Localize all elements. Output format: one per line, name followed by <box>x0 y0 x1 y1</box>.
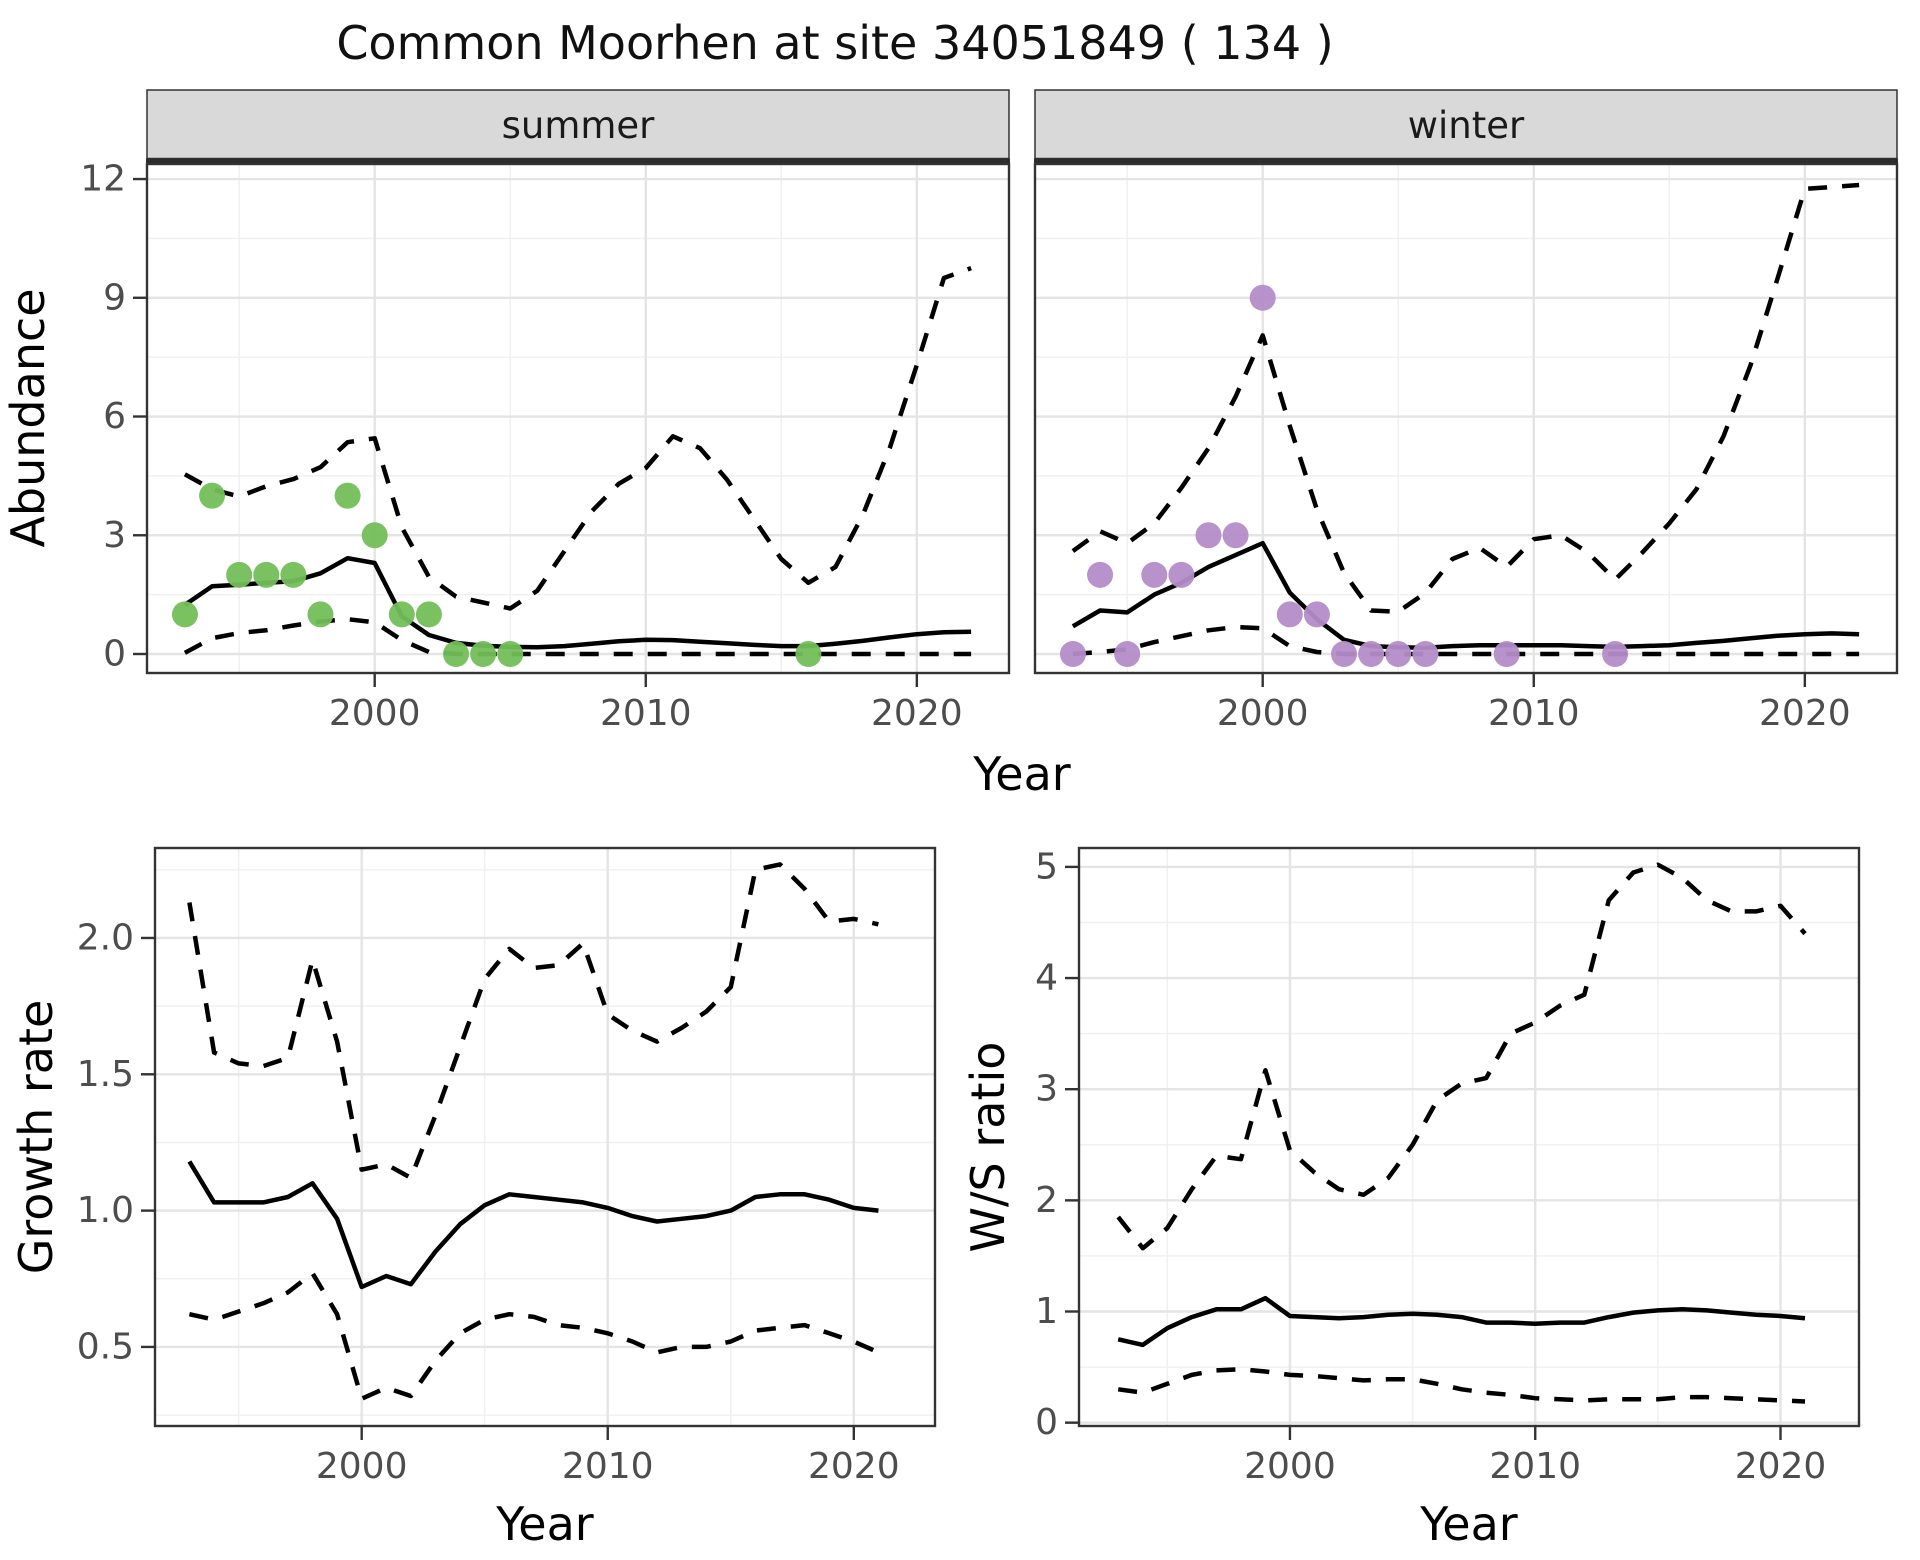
abundance_summer-median-line <box>183 555 972 650</box>
growth_rate-x-axis-title: Year <box>495 1497 593 1551</box>
facet-strip-underline <box>146 158 1010 165</box>
y-tick-label: 2 <box>1035 1180 1058 1221</box>
growth_rate-lower_ci-line <box>188 1271 880 1401</box>
abundance_summer-observation-point <box>443 641 470 668</box>
abundance_summer-strip: summer <box>146 89 1010 165</box>
abundance_summer-upper_ci-line <box>183 265 972 611</box>
y-tick-label: 12 <box>80 159 126 200</box>
y-tick-label: 2.0 <box>77 917 134 958</box>
facet-strip-background <box>1034 89 1898 160</box>
growth_rate-panel: 2000 2010 2020 0.5 1.0 1.5 2.0 <box>77 846 937 1487</box>
y-tick-label: 6 <box>103 396 126 437</box>
y-tick-label: 0 <box>103 634 126 675</box>
ws_ratio-panel: 2000 2010 2020 0 1 2 3 4 5 <box>1035 846 1861 1487</box>
growth_rate-panel-background <box>155 848 935 1426</box>
abundance_summer-observation-point <box>497 641 524 668</box>
abundance_summer-observation-point <box>388 601 415 628</box>
growth_rate-y-axis-title: Growth rate <box>9 1000 63 1275</box>
abundance_winter-observation-point <box>1168 561 1195 588</box>
abundance_summer-observation-point <box>171 601 198 628</box>
abundance_winter-strip: winter <box>1034 89 1898 165</box>
y-tick-label: 1.5 <box>77 1054 134 1095</box>
x-tick-label: 2000 <box>1244 1446 1336 1487</box>
x-tick-label: 2000 <box>329 693 421 734</box>
y-tick-label: 3 <box>1035 1069 1058 1110</box>
abundance_winter-observation-point <box>1114 641 1141 668</box>
abundance_summer-observation-point <box>226 561 253 588</box>
abundance_winter-observation-point <box>1087 561 1114 588</box>
abundance_winter-observation-point <box>1141 561 1168 588</box>
x-tick-label: 2000 <box>316 1446 408 1487</box>
abundance_winter-observation-point <box>1493 641 1520 668</box>
x-tick-label: 2010 <box>1489 1446 1581 1487</box>
y-tick-label: 1 <box>1035 1291 1058 1332</box>
ws_ratio-median-line <box>1117 1295 1806 1348</box>
abundance_winter-median-line <box>1071 540 1860 650</box>
x-tick-label: 2010 <box>562 1446 654 1487</box>
top-x-axis-title: Year <box>972 747 1070 801</box>
abundance_winter-panel-background <box>1035 164 1897 673</box>
growth_rate-panel-border <box>153 846 937 1428</box>
growth_rate-median-line <box>187 1160 879 1290</box>
abundance_winter-panel: 2000 2010 2020 <box>1033 162 1899 734</box>
abundance_winter-observation-point <box>1303 601 1330 628</box>
abundance_summer-panel-background <box>147 164 1009 673</box>
abundance_summer-observation-point <box>199 482 226 509</box>
abundance_winter-panel-border <box>1033 162 1899 675</box>
abundance_summer-observation-point <box>415 601 442 628</box>
abundance_winter-observation-point <box>1276 601 1303 628</box>
abundance_summer-observation-point <box>795 641 822 668</box>
abundance_winter-upper_ci-line <box>1071 182 1860 614</box>
facet-strip-background <box>146 89 1010 160</box>
abundance_summer-observation-point <box>470 641 497 668</box>
y-tick-label: 3 <box>103 515 126 556</box>
x-tick-label: 2000 <box>1217 693 1309 734</box>
abundance_summer-observation-point <box>361 522 388 549</box>
abundance_winter-observation-point <box>1195 522 1222 549</box>
ws_ratio-panel-border <box>1077 846 1861 1428</box>
y-tick-label: 0.5 <box>77 1326 134 1367</box>
abundance_summer-observation-point <box>253 561 280 588</box>
y-tick-label: 1.0 <box>77 1190 134 1231</box>
y-tick-label: 5 <box>1035 846 1058 887</box>
y-tick-label: 9 <box>103 277 126 318</box>
x-tick-label: 2020 <box>871 693 963 734</box>
ws_ratio-x-axis-title: Year <box>1419 1497 1517 1551</box>
abundance_winter-observation-point <box>1222 522 1249 549</box>
abundance_winter-observation-point <box>1412 641 1439 668</box>
ws_ratio-upper_ci-line <box>1116 862 1807 1251</box>
y-tick-label: 0 <box>1035 1402 1058 1443</box>
facet-strip-label: summer <box>502 104 656 147</box>
x-tick-label: 2010 <box>600 693 692 734</box>
abundance_winter-observation-point <box>1249 284 1276 311</box>
facet-strip-underline <box>1034 158 1898 165</box>
ws_ratio-panel-background <box>1079 848 1859 1426</box>
abundance_winter-observation-point <box>1385 641 1412 668</box>
ws_ratio-lower_ci-line <box>1117 1367 1806 1404</box>
abundance_winter-lower_ci-line <box>1072 624 1860 657</box>
abundance_summer-panel: 2000 2010 2020 0 3 6 9 12 <box>80 159 1011 734</box>
abundance_summer-observation-point <box>307 601 334 628</box>
y-tick-label: 4 <box>1035 958 1058 999</box>
x-tick-label: 2010 <box>1488 693 1580 734</box>
x-tick-label: 2020 <box>808 1446 900 1487</box>
facet-strip-label: winter <box>1408 104 1525 147</box>
abundance_summer-observation-point <box>280 561 307 588</box>
abundance_winter-observation-point <box>1358 641 1385 668</box>
x-tick-label: 2020 <box>1735 1446 1827 1487</box>
abundance_winter-observation-point <box>1331 641 1358 668</box>
abundance_summer-observation-point <box>334 482 361 509</box>
abundance_winter-observation-point <box>1602 641 1629 668</box>
ws_ratio-y-axis-title: W/S ratio <box>961 1042 1015 1253</box>
top-y-axis-title: Abundance <box>1 288 55 547</box>
x-tick-label: 2020 <box>1759 693 1851 734</box>
chart-title: Common Moorhen at site 34051849 ( 134 ) <box>336 16 1334 70</box>
abundance_summer-panel-border <box>145 162 1011 675</box>
abundance_winter-observation-point <box>1059 641 1086 668</box>
